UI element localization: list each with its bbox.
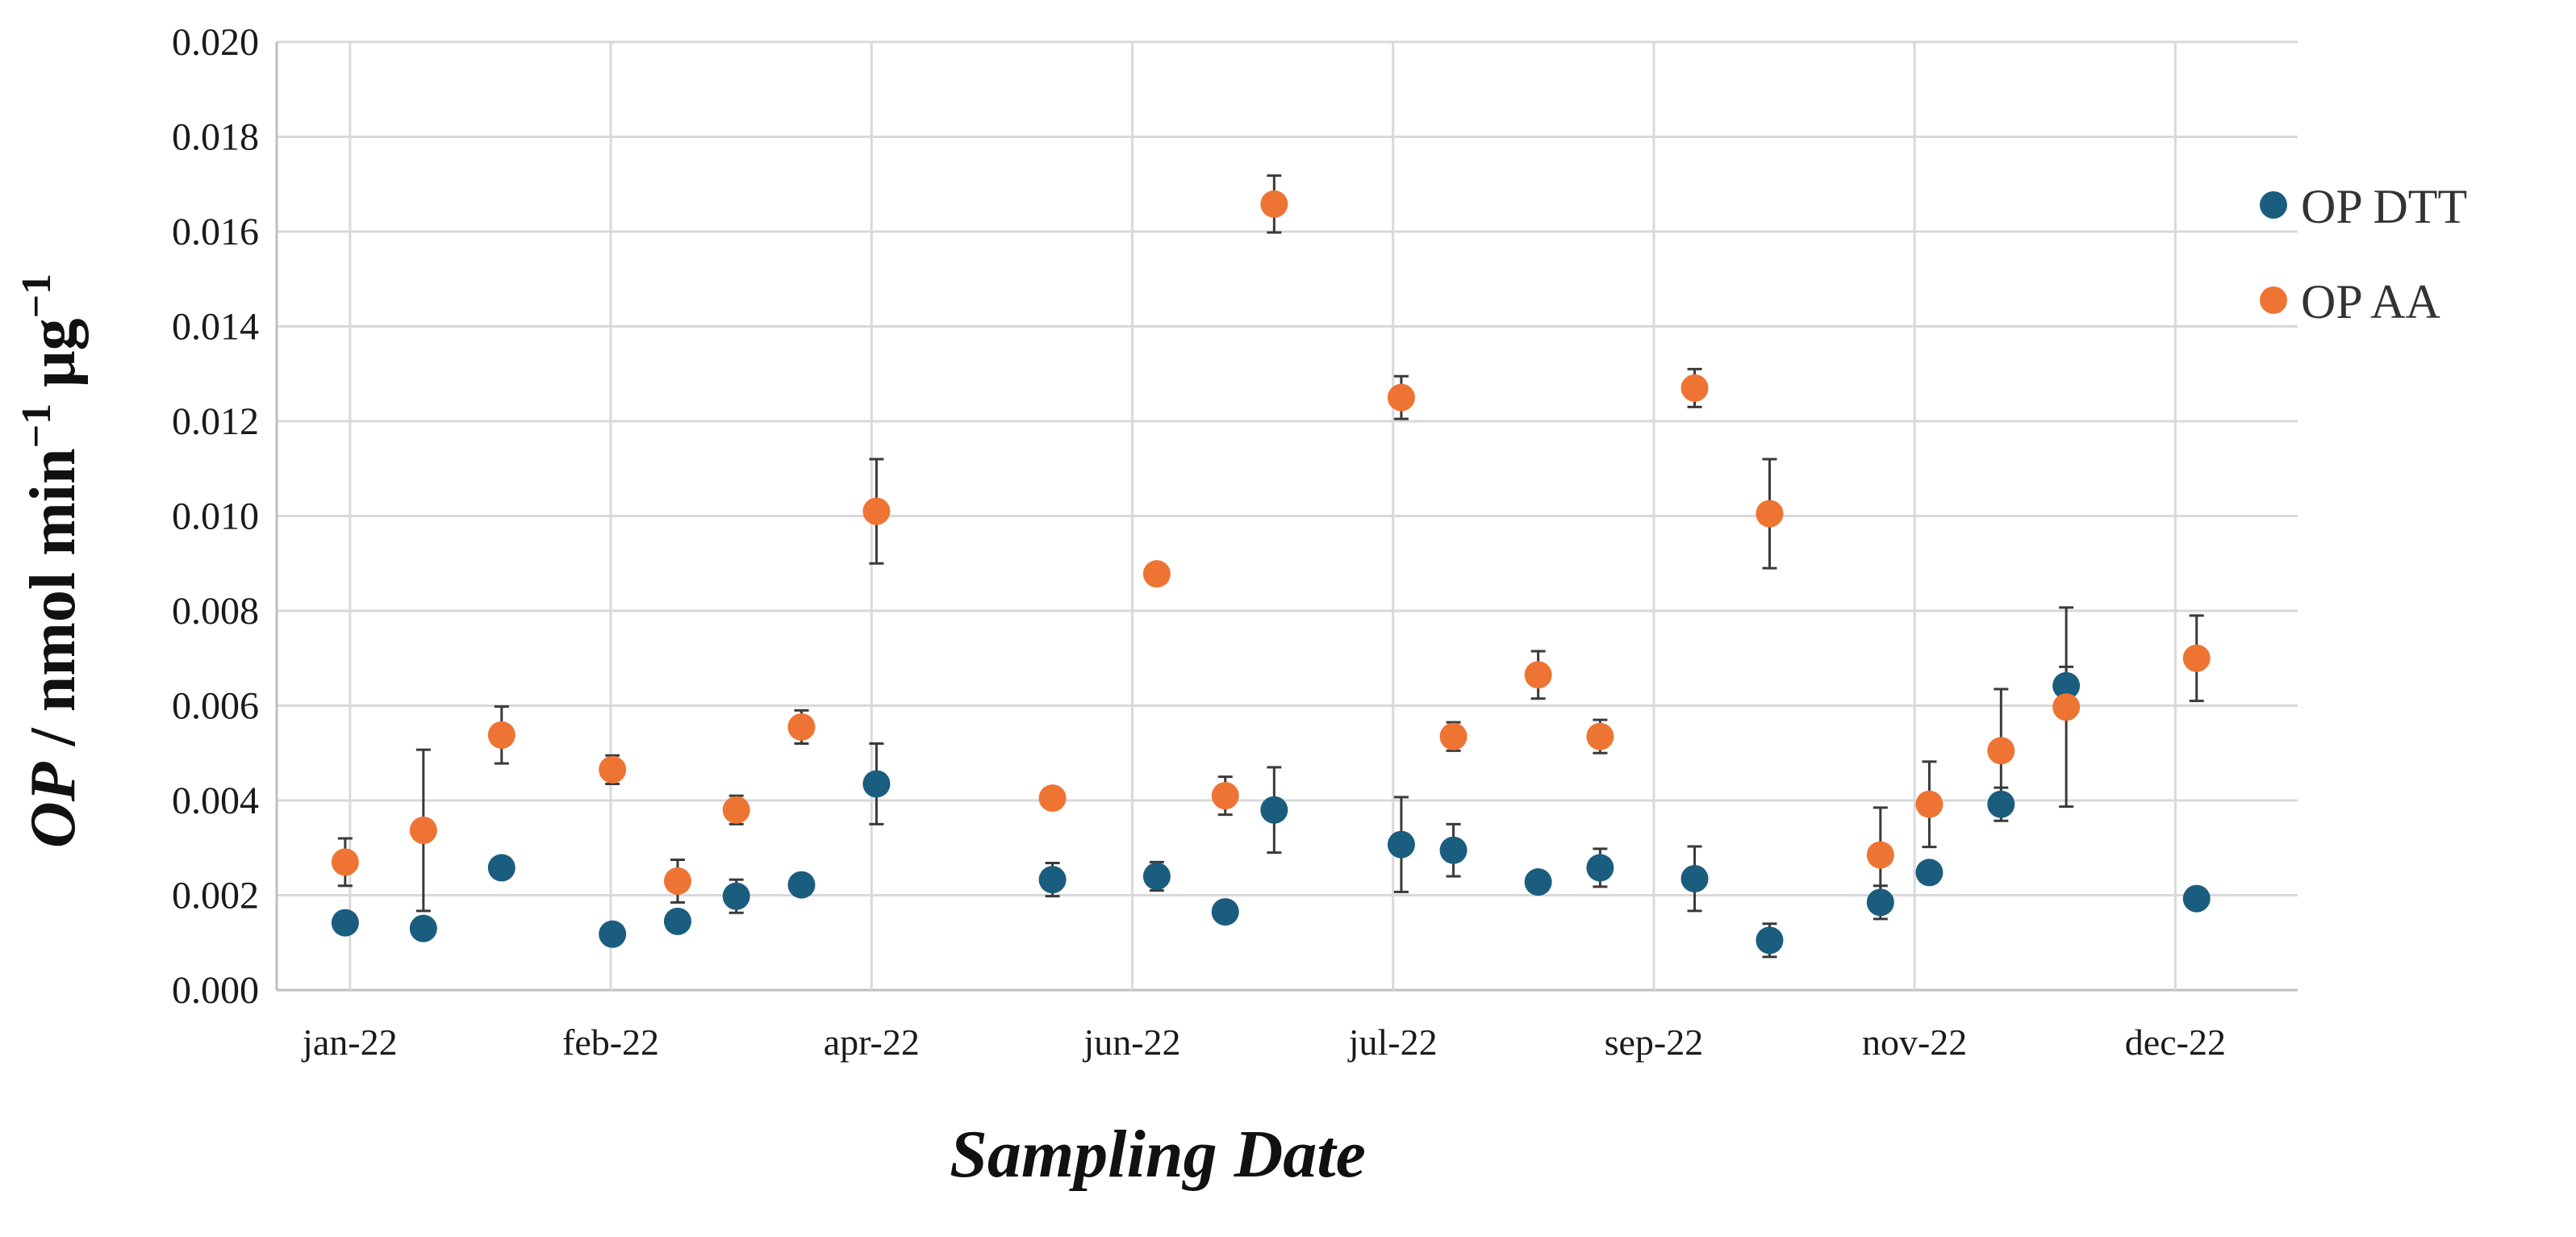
op-dtt-point bbox=[1866, 888, 1894, 917]
op-aa-legend-marker bbox=[2260, 286, 2287, 314]
op-dtt-point bbox=[1524, 868, 1552, 896]
op-dtt-point bbox=[1038, 866, 1067, 894]
op-dtt-point bbox=[1915, 859, 1943, 887]
y-tick-label: 0.016 bbox=[172, 211, 259, 253]
op-dtt-point bbox=[787, 871, 816, 899]
op-aa-point bbox=[1680, 374, 1709, 402]
op-dtt-legend-marker bbox=[2260, 191, 2287, 219]
op-dtt-point bbox=[1142, 863, 1171, 890]
op-aa-point bbox=[1211, 782, 1239, 810]
op-aa-point bbox=[1586, 722, 1614, 750]
op-dtt-point bbox=[862, 770, 891, 798]
y-axis-title-rest: / nmol min bbox=[18, 449, 89, 763]
x-tick-label: apr-22 bbox=[824, 1022, 920, 1063]
y-axis-title-exp1: −1 bbox=[14, 403, 60, 449]
op-aa-point bbox=[1260, 190, 1288, 218]
op-aa-point bbox=[787, 713, 816, 741]
y-tick-label: 0.012 bbox=[172, 400, 259, 443]
op-aa-point bbox=[331, 848, 359, 876]
legend: OP DTT OP AA bbox=[2260, 180, 2467, 328]
error-bars bbox=[337, 174, 2204, 959]
op-dtt-point bbox=[1387, 830, 1415, 859]
op-aa-point bbox=[663, 867, 691, 895]
op-aa-point bbox=[1142, 560, 1171, 588]
op-aa-point bbox=[599, 755, 627, 784]
op-dtt-point bbox=[1211, 898, 1239, 926]
x-tick-label: jul-22 bbox=[1347, 1022, 1438, 1063]
op-dtt-point bbox=[663, 907, 691, 935]
y-axis-ticks: 0.000 0.002 0.004 0.006 0.008 0.010 0.012 0.014… bbox=[172, 21, 259, 1012]
op-aa-point bbox=[1987, 737, 2015, 765]
op-aa-point bbox=[1866, 841, 1894, 869]
y-axis-title-exp2: −1 bbox=[14, 274, 60, 319]
y-axis-title: OP / nmol min−1 μg−1 bbox=[14, 274, 89, 848]
op-aa-point bbox=[2052, 693, 2081, 721]
op-dtt-point bbox=[487, 854, 516, 882]
op-aa-point bbox=[2182, 644, 2211, 672]
op-dtt-point bbox=[1439, 836, 1468, 864]
x-axis-title: Sampling Date bbox=[950, 1117, 1366, 1192]
op-aa-point bbox=[487, 721, 516, 749]
x-tick-label: nov-22 bbox=[1862, 1022, 1967, 1063]
op-dtt-point bbox=[1756, 926, 1784, 955]
grid bbox=[275, 40, 2298, 992]
y-tick-label: 0.004 bbox=[172, 779, 259, 822]
op-dtt-point bbox=[1586, 854, 1614, 882]
x-tick-label: sep-22 bbox=[1605, 1022, 1704, 1063]
op-aa-point bbox=[1439, 722, 1468, 750]
op-dtt-point bbox=[599, 920, 627, 948]
op-aa-point bbox=[1038, 784, 1067, 813]
y-tick-label: 0.008 bbox=[172, 590, 259, 633]
op-dtt-point bbox=[2182, 884, 2211, 913]
op-aa-point bbox=[862, 497, 891, 525]
op-aa-point bbox=[1915, 790, 1943, 818]
op-dtt-point bbox=[2052, 671, 2081, 700]
op-aa-point bbox=[1524, 661, 1552, 689]
y-axis-title-prefix: OP bbox=[18, 761, 89, 848]
op-aa-point bbox=[409, 817, 437, 845]
x-axis-ticks: jan-22 feb-22 apr-22 jun-22 jul-22 sep-22 nov-… bbox=[301, 1022, 2226, 1063]
op-dtt-point bbox=[331, 909, 359, 937]
x-tick-label: jan-22 bbox=[301, 1022, 398, 1063]
op-aa-point bbox=[1387, 383, 1415, 412]
x-tick-label: dec-22 bbox=[2125, 1022, 2226, 1063]
y-tick-label: 0.018 bbox=[172, 116, 259, 159]
y-tick-label: 0.002 bbox=[172, 875, 259, 917]
op-dtt-legend-label: OP DTT bbox=[2301, 180, 2467, 233]
op-dtt-point bbox=[1987, 790, 2015, 818]
y-tick-label: 0.006 bbox=[172, 685, 259, 728]
y-tick-label: 0.014 bbox=[172, 306, 259, 349]
x-tick-label: feb-22 bbox=[562, 1022, 659, 1063]
y-tick-label: 0.000 bbox=[172, 969, 259, 1012]
op-aa-point bbox=[722, 796, 750, 824]
op-dtt-point bbox=[1680, 864, 1709, 892]
op-dtt-point bbox=[722, 882, 750, 910]
op-dtt-point bbox=[409, 914, 437, 942]
y-axis-title-unit2: μg bbox=[18, 319, 89, 403]
op-aa-point bbox=[1756, 499, 1784, 528]
y-tick-label: 0.020 bbox=[172, 21, 259, 64]
op-aa-legend-label: OP AA bbox=[2301, 275, 2440, 328]
data-points bbox=[331, 190, 2211, 955]
x-tick-label: jun-22 bbox=[1082, 1022, 1180, 1063]
op-dtt-point bbox=[1260, 796, 1288, 824]
y-tick-label: 0.010 bbox=[172, 495, 259, 538]
